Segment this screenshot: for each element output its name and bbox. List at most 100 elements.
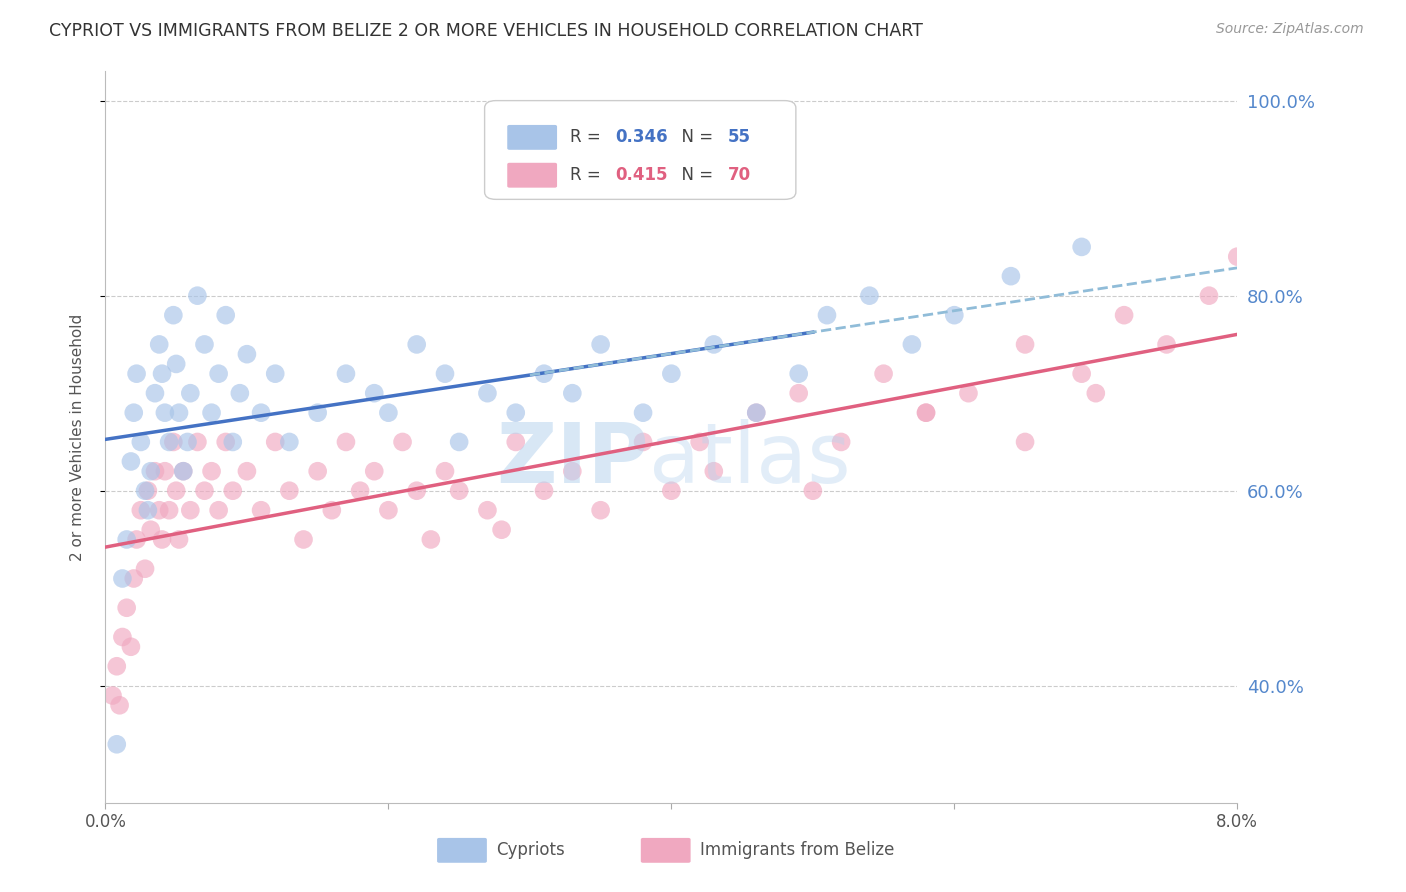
Point bbox=[139, 523, 162, 537]
Point bbox=[143, 386, 166, 401]
Point bbox=[139, 464, 162, 478]
Text: CYPRIOT VS IMMIGRANTS FROM BELIZE 2 OR MORE VEHICLES IN HOUSEHOLD CORRELATION CH: CYPRIOT VS IMMIGRANTS FROM BELIZE 2 OR M… bbox=[49, 22, 924, 40]
Point bbox=[787, 386, 810, 401]
Point bbox=[661, 367, 683, 381]
Point bbox=[689, 434, 711, 449]
Point bbox=[179, 503, 201, 517]
Point bbox=[391, 434, 413, 449]
Point bbox=[215, 308, 238, 322]
Point bbox=[561, 464, 583, 478]
Point bbox=[419, 533, 441, 547]
Point bbox=[264, 367, 287, 381]
Point bbox=[186, 288, 208, 302]
Point bbox=[1014, 434, 1036, 449]
Point bbox=[872, 367, 894, 381]
Point bbox=[589, 337, 612, 351]
Point bbox=[405, 483, 427, 498]
Point bbox=[292, 533, 315, 547]
FancyBboxPatch shape bbox=[508, 125, 557, 150]
Point bbox=[250, 406, 273, 420]
Point bbox=[631, 406, 654, 420]
Point bbox=[661, 483, 683, 498]
Point bbox=[111, 630, 134, 644]
Point bbox=[1070, 240, 1092, 254]
Point bbox=[1000, 269, 1022, 284]
Point bbox=[125, 367, 148, 381]
Text: N =: N = bbox=[672, 128, 718, 146]
Point bbox=[533, 483, 555, 498]
Point bbox=[162, 434, 184, 449]
Point bbox=[150, 533, 173, 547]
FancyBboxPatch shape bbox=[437, 838, 486, 863]
Point bbox=[745, 406, 768, 420]
Point bbox=[405, 337, 427, 351]
Point bbox=[449, 434, 471, 449]
FancyBboxPatch shape bbox=[641, 838, 690, 863]
Point bbox=[134, 483, 156, 498]
Point bbox=[105, 737, 128, 751]
Point bbox=[193, 483, 215, 498]
Point bbox=[229, 386, 252, 401]
Point bbox=[377, 406, 399, 420]
Point bbox=[172, 464, 194, 478]
Point bbox=[250, 503, 273, 517]
Point bbox=[1070, 367, 1092, 381]
Point bbox=[505, 406, 527, 420]
Point bbox=[167, 533, 190, 547]
Point bbox=[363, 386, 385, 401]
Point bbox=[200, 464, 222, 478]
Point bbox=[1014, 337, 1036, 351]
Point bbox=[136, 483, 159, 498]
Text: 0.346: 0.346 bbox=[614, 128, 668, 146]
Text: N =: N = bbox=[672, 166, 718, 185]
Point bbox=[120, 640, 142, 654]
Point bbox=[153, 406, 176, 420]
Point bbox=[222, 434, 245, 449]
Point bbox=[143, 464, 166, 478]
Point bbox=[477, 503, 499, 517]
Point bbox=[108, 698, 131, 713]
Point bbox=[136, 503, 159, 517]
Point bbox=[589, 503, 612, 517]
Point bbox=[264, 434, 287, 449]
Point bbox=[157, 503, 180, 517]
Point bbox=[165, 357, 187, 371]
Point bbox=[176, 434, 198, 449]
Point bbox=[858, 288, 880, 302]
Point bbox=[1198, 288, 1220, 302]
Point bbox=[307, 464, 329, 478]
Point bbox=[561, 386, 583, 401]
Point bbox=[208, 367, 231, 381]
Point bbox=[1084, 386, 1107, 401]
Point bbox=[165, 483, 187, 498]
Point bbox=[122, 572, 145, 586]
Point bbox=[236, 464, 259, 478]
Text: 0.415: 0.415 bbox=[614, 166, 668, 185]
Point bbox=[449, 483, 471, 498]
Point bbox=[505, 434, 527, 449]
Text: atlas: atlas bbox=[648, 418, 851, 500]
Point bbox=[278, 483, 301, 498]
Point bbox=[122, 406, 145, 420]
Point bbox=[125, 533, 148, 547]
Point bbox=[115, 600, 138, 615]
Point bbox=[915, 406, 938, 420]
Text: ZIP: ZIP bbox=[496, 418, 648, 500]
Point bbox=[179, 386, 201, 401]
FancyBboxPatch shape bbox=[508, 163, 557, 187]
Point bbox=[307, 406, 329, 420]
Point bbox=[167, 406, 190, 420]
Text: 70: 70 bbox=[728, 166, 751, 185]
Y-axis label: 2 or more Vehicles in Household: 2 or more Vehicles in Household bbox=[70, 313, 84, 561]
Point bbox=[533, 367, 555, 381]
Point bbox=[1114, 308, 1136, 322]
Point bbox=[157, 434, 180, 449]
Point bbox=[222, 483, 245, 498]
Point bbox=[153, 464, 176, 478]
Point bbox=[278, 434, 301, 449]
Text: Cypriots: Cypriots bbox=[496, 841, 565, 859]
Point bbox=[787, 367, 810, 381]
Point bbox=[363, 464, 385, 478]
Point bbox=[433, 367, 456, 381]
Point bbox=[1226, 250, 1249, 264]
